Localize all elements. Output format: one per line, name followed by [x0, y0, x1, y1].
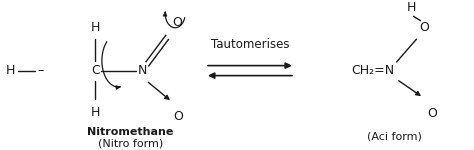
Text: H: H	[407, 1, 416, 14]
Text: H: H	[91, 21, 100, 34]
Text: O: O	[173, 110, 183, 123]
Text: N: N	[137, 64, 147, 77]
Text: C: C	[91, 64, 100, 77]
Text: H: H	[91, 106, 100, 118]
Text: (Nitro form): (Nitro form)	[98, 138, 163, 148]
Text: (Aci form): (Aci form)	[367, 131, 422, 141]
Text: O: O	[419, 21, 429, 34]
Text: –: –	[37, 64, 44, 77]
Text: CH₂=N: CH₂=N	[352, 64, 395, 77]
Text: O: O	[172, 16, 182, 28]
Text: Nitromethane: Nitromethane	[87, 127, 173, 137]
Text: H: H	[6, 64, 15, 77]
Text: O: O	[428, 107, 438, 120]
Text: Tautomerises: Tautomerises	[211, 38, 289, 51]
